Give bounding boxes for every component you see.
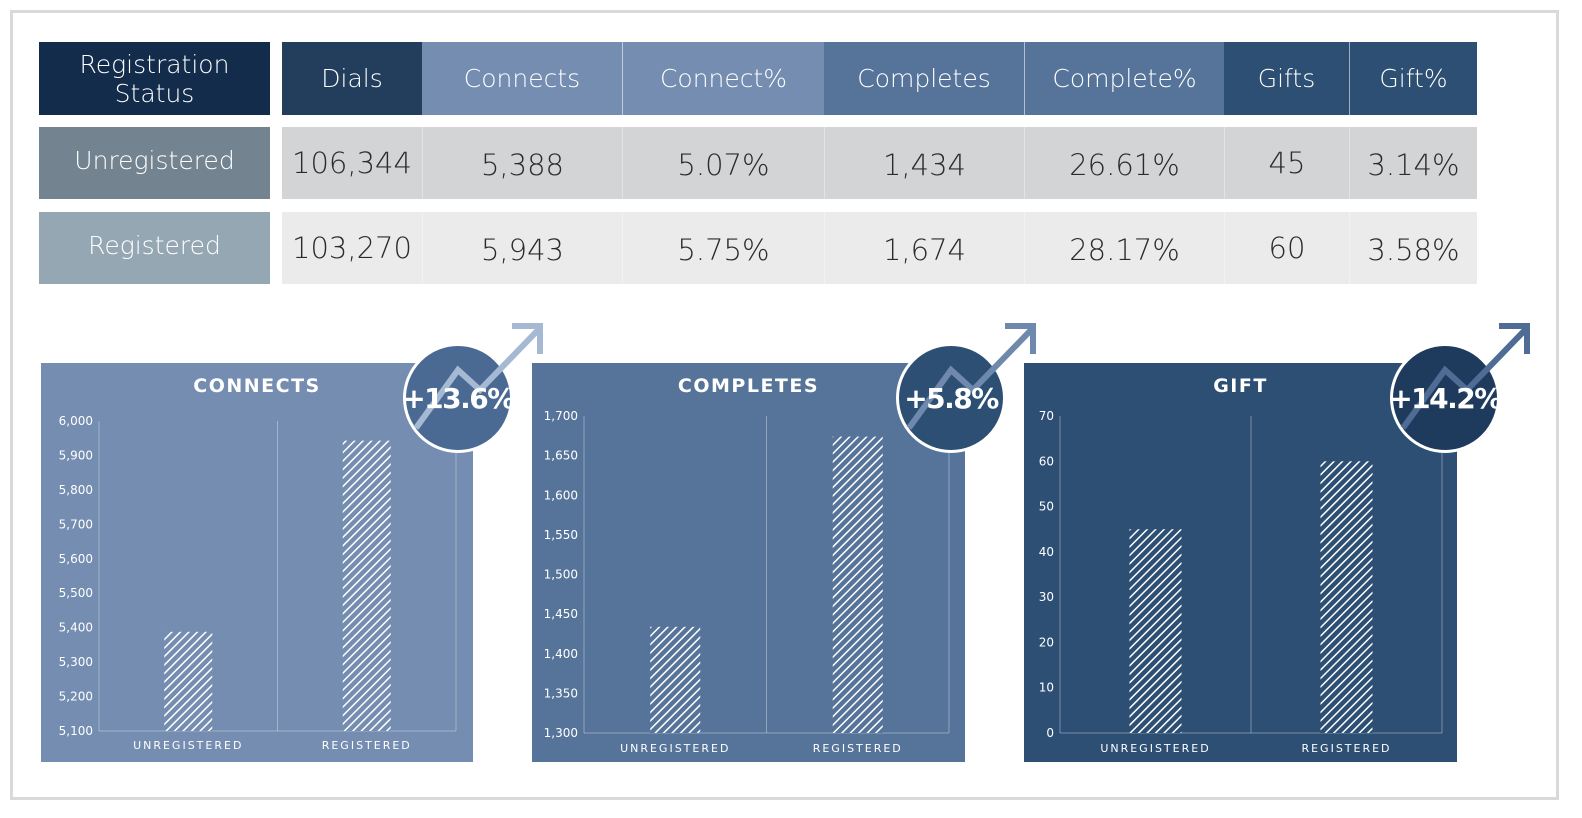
cell-connect-pct: 5.75% [622,212,824,284]
cell-connects: 5,388 [422,127,622,199]
y-tick-label: 1,700 [544,409,578,423]
connects-bar-chart: 5,100 5,200 5,300 5,400 5,500 5,600 5,700 5,800… [59,414,457,752]
connects-chart-panel: CONNECTS 5,100 5,200 5,300 5,400 5,500 5,600 5… [41,363,473,762]
header-connects: Connects [422,42,622,115]
bar-unregistered [650,626,701,733]
x-tick-label: UNREGISTERED [133,739,243,752]
gift-growth-badge [1390,343,1500,453]
y-tick-label: 1,600 [544,488,578,502]
header-gift-pct: Gift% [1349,42,1477,115]
y-tick-label: 5,400 [59,621,93,635]
trend-up-arrow-icon [1400,323,1530,430]
bar-registered [342,440,391,731]
cell-gifts: 45 [1224,127,1349,199]
completes-growth-label: +5.8% [904,382,999,415]
cell-completes: 1,434 [824,127,1024,199]
cell-gifts: 60 [1224,212,1349,284]
x-tick-label: REGISTERED [322,739,412,752]
y-tick-label: 5,800 [59,483,93,497]
cell-gift-pct: 3.14% [1349,127,1477,199]
y-tick-label: 5,200 [59,690,93,704]
y-tick-label: 6,000 [59,414,93,428]
cell-connects: 5,943 [422,212,622,284]
y-tick-label: 1,500 [544,568,578,582]
bar-registered [1320,461,1373,733]
trend-up-arrow-icon [413,323,543,430]
connects-growth-label: +13.6% [402,382,515,415]
bar-registered [832,436,883,733]
header-gifts: Gifts [1224,42,1349,115]
completes-growth-badge [896,343,1006,453]
y-tick-label: 40 [1039,545,1054,559]
x-tick-label: REGISTERED [813,742,903,755]
bar-unregistered [164,631,213,731]
y-tick-label: 5,100 [59,724,93,738]
header-registration-status: Registration Status [39,42,270,115]
header-completes: Completes [824,42,1024,115]
chart-title: CONNECTS [193,375,321,397]
completes-chart-panel: COMPLETES 1,300 1,350 1,400 1,450 1,500 1,550… [532,363,965,762]
x-tick-label: UNREGISTERED [1100,742,1210,755]
connects-growth-badge [403,343,513,453]
y-tick-label: 60 [1039,454,1054,468]
cell-dials: 106,344 [282,127,422,199]
x-tick-label: REGISTERED [1301,742,1391,755]
x-tick-label: UNREGISTERED [620,742,730,755]
cell-dials: 103,270 [282,212,422,284]
row-label-registered: Registered [39,212,270,284]
header-dials: Dials [282,42,422,115]
chart-title: COMPLETES [677,375,820,397]
completes-bar-chart: 1,300 1,350 1,400 1,450 1,500 1,550 1,600 1,650… [544,409,950,755]
y-tick-label: 30 [1039,590,1054,604]
y-tick-label: 5,900 [59,448,93,462]
cell-gift-pct: 3.58% [1349,212,1477,284]
y-tick-label: 5,300 [59,655,93,669]
y-tick-label: 50 [1039,500,1054,514]
y-tick-label: 5,500 [59,586,93,600]
y-tick-label: 0 [1046,726,1054,740]
y-tick-label: 5,700 [59,517,93,531]
header-connect-pct: Connect% [622,42,824,115]
chart-title: GIFT [1213,375,1268,397]
header-complete-pct: Complete% [1024,42,1224,115]
cell-complete-pct: 26.61% [1024,127,1224,199]
y-tick-label: 10 [1039,681,1054,695]
y-tick-label: 1,350 [544,686,578,700]
y-tick-label: 1,550 [544,528,578,542]
trend-up-arrow-icon [906,323,1036,430]
y-tick-label: 1,400 [544,647,578,661]
bar-unregistered [1129,529,1182,733]
y-tick-label: 1,300 [544,726,578,740]
y-tick-label: 70 [1039,409,1054,423]
cell-complete-pct: 28.17% [1024,212,1224,284]
y-tick-label: 1,450 [544,607,578,621]
gift-growth-label: +14.2% [1389,382,1502,415]
y-tick-label: 5,600 [59,552,93,566]
y-tick-label: 20 [1039,635,1054,649]
y-tick-label: 1,650 [544,449,578,463]
gift-chart-panel: GIFT 0 10 20 30 40 50 60 70 UNREGISTERED REGISTER… [1024,363,1457,762]
row-label-unregistered: Unregistered [39,127,270,199]
cell-connect-pct: 5.07% [622,127,824,199]
gift-bar-chart: 0 10 20 30 40 50 60 70 UNREGISTERED REGISTERED [1039,409,1443,755]
cell-completes: 1,674 [824,212,1024,284]
